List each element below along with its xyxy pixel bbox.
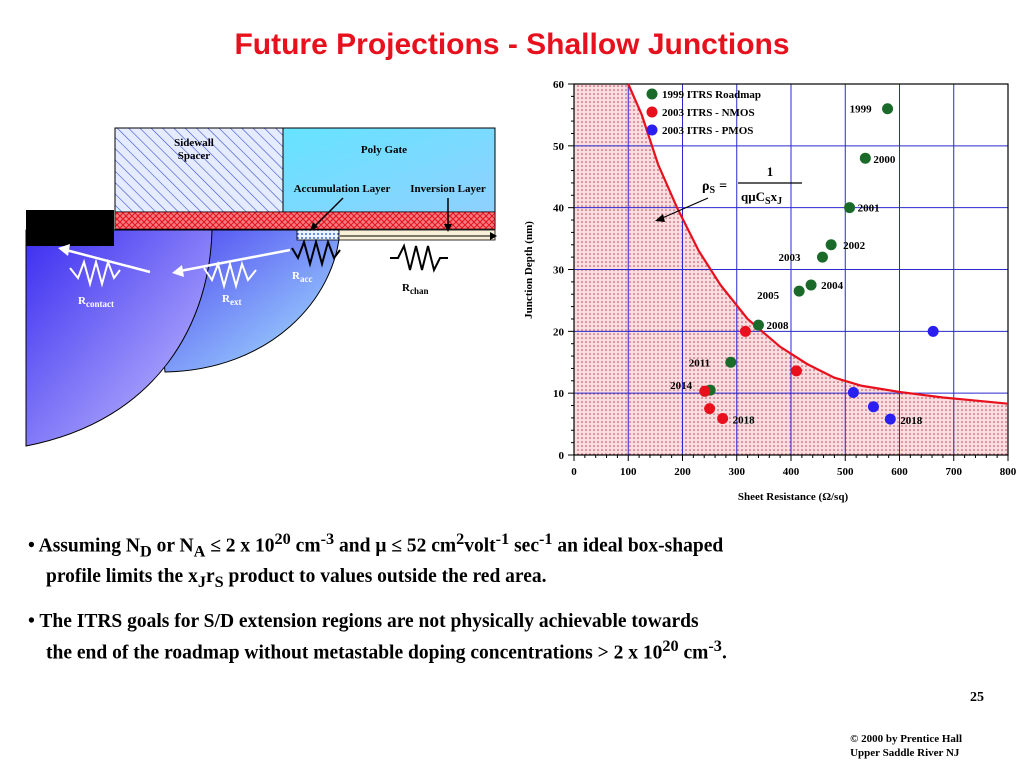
point-label: 2014 [670, 380, 693, 392]
formula-lhs: ρS = [702, 179, 727, 196]
x-tick-label: 300 [729, 466, 746, 478]
x-tick-label: 500 [837, 466, 854, 478]
data-point [884, 413, 896, 425]
point-label: 2003 [778, 252, 801, 264]
data-point [790, 365, 802, 377]
legend-label: 1999 ITRS Roadmap [662, 89, 761, 101]
point-label: 2004 [821, 280, 844, 292]
legend-marker [646, 88, 658, 100]
data-point [793, 285, 805, 297]
r-ext-label: Rext [222, 293, 241, 307]
mosfet-junction-diagram: Sidewall Spacer Poly Gate Accumulation L… [25, 127, 497, 447]
y-tick-label: 30 [553, 265, 565, 277]
axis-ticks: 0 100 200 300 400 500 600 700 800 0 10 20 30 40 50 60 [553, 79, 1017, 478]
r-ext-resistor-icon [203, 260, 257, 290]
legend-marker [646, 106, 658, 118]
page-number: 25 [970, 690, 984, 705]
x-tick-label: 400 [783, 466, 800, 478]
boundary-curve [627, 83, 1009, 405]
spacer-label-1: Sidewall [174, 137, 214, 149]
contact-metal [26, 210, 114, 246]
data-point [816, 251, 828, 263]
inversion-layer-label: Inversion Layer [410, 183, 486, 195]
data-point [844, 202, 856, 214]
data-point [717, 413, 729, 425]
point-label: 2018 [733, 415, 756, 427]
x-tick-label: 0 [571, 466, 577, 478]
data-points: 1999 2000 2001 2002 2003 2004 2005 2008 2011 2014… [670, 103, 939, 427]
bullet-2-line-1: • The ITRS goals for S/D extension regio… [28, 611, 699, 632]
sheet-resistance-formula: ρS = 1 qμCSxJ [655, 164, 802, 222]
data-point [752, 319, 764, 331]
copyright: © 2000 by Prentice Hall Upper Saddle Riv… [850, 732, 962, 760]
point-label: 2018 [900, 415, 923, 427]
data-point [867, 401, 879, 413]
y-axis-label: Junction Depth (nm) [523, 221, 535, 319]
legend-label: 2003 ITRS - NMOS [662, 107, 755, 119]
legend-label: 2003 ITRS - PMOS [662, 125, 753, 137]
sidewall-spacer [114, 127, 284, 213]
r-acc-label: Racc [292, 270, 312, 284]
data-point [704, 403, 716, 415]
data-point [739, 325, 751, 337]
legend-marker [646, 124, 658, 136]
r-chan-resistor-icon [390, 243, 448, 273]
data-point [847, 387, 859, 399]
chart-legend: 1999 ITRS Roadmap 2003 ITRS - NMOS 2003 IT… [646, 88, 761, 137]
x-tick-label: 100 [620, 466, 637, 478]
point-label: 2005 [757, 290, 780, 302]
point-label: 2008 [766, 320, 789, 332]
copyright-line-2: Upper Saddle River NJ [850, 747, 960, 759]
data-point [699, 385, 711, 397]
y-tick-label: 40 [553, 203, 565, 215]
poly-gate-label: Poly Gate [361, 144, 407, 156]
point-label: 2011 [689, 357, 710, 369]
r-acc-resistor-icon [291, 238, 341, 268]
bullet-2: • The ITRS goals for S/D extension regio… [28, 611, 727, 664]
y-tick-label: 20 [553, 326, 565, 338]
copyright-line-1: © 2000 by Prentice Hall [850, 733, 962, 745]
r-contact-label: Rcontact [78, 295, 114, 309]
data-point [927, 325, 939, 337]
data-point [725, 356, 737, 368]
y-tick-label: 50 [553, 141, 565, 153]
x-tick-label: 800 [1000, 466, 1017, 478]
x-tick-label: 600 [891, 466, 908, 478]
accumulation-layer-label: Accumulation Layer [294, 183, 391, 195]
y-tick-label: 10 [553, 388, 565, 400]
page-title: Future Projections - Shallow Junctions [234, 28, 790, 61]
formula-numerator: 1 [767, 164, 774, 179]
data-point [805, 279, 817, 291]
point-label: 1999 [850, 104, 873, 116]
data-point [825, 239, 837, 251]
deep-junction [25, 229, 213, 447]
point-label: 2000 [873, 154, 896, 166]
data-point [882, 103, 894, 115]
poly-gate [282, 127, 496, 213]
formula-denominator: qμCSxJ [741, 189, 782, 207]
x-tick-label: 700 [946, 466, 963, 478]
junction-depth-chart: 0 100 200 300 400 500 600 700 800 0 10 20 30 40 50 60 1… [523, 79, 1017, 503]
spacer-label-2: Spacer [178, 150, 211, 162]
y-tick-label: 60 [553, 79, 565, 91]
r-chan-label: Rchan [402, 282, 428, 296]
data-point [859, 152, 871, 164]
x-axis-label: Sheet Resistance (Ω/sq) [738, 491, 849, 503]
r-contact-resistor-icon [69, 258, 121, 288]
x-tick-label: 200 [674, 466, 691, 478]
bullet-1: • Assuming ND or NA ≤ 2 x 1020 cm-3 and … [28, 530, 724, 592]
y-tick-label: 0 [559, 450, 565, 462]
point-label: 2002 [843, 240, 866, 252]
point-label: 2001 [858, 203, 880, 215]
